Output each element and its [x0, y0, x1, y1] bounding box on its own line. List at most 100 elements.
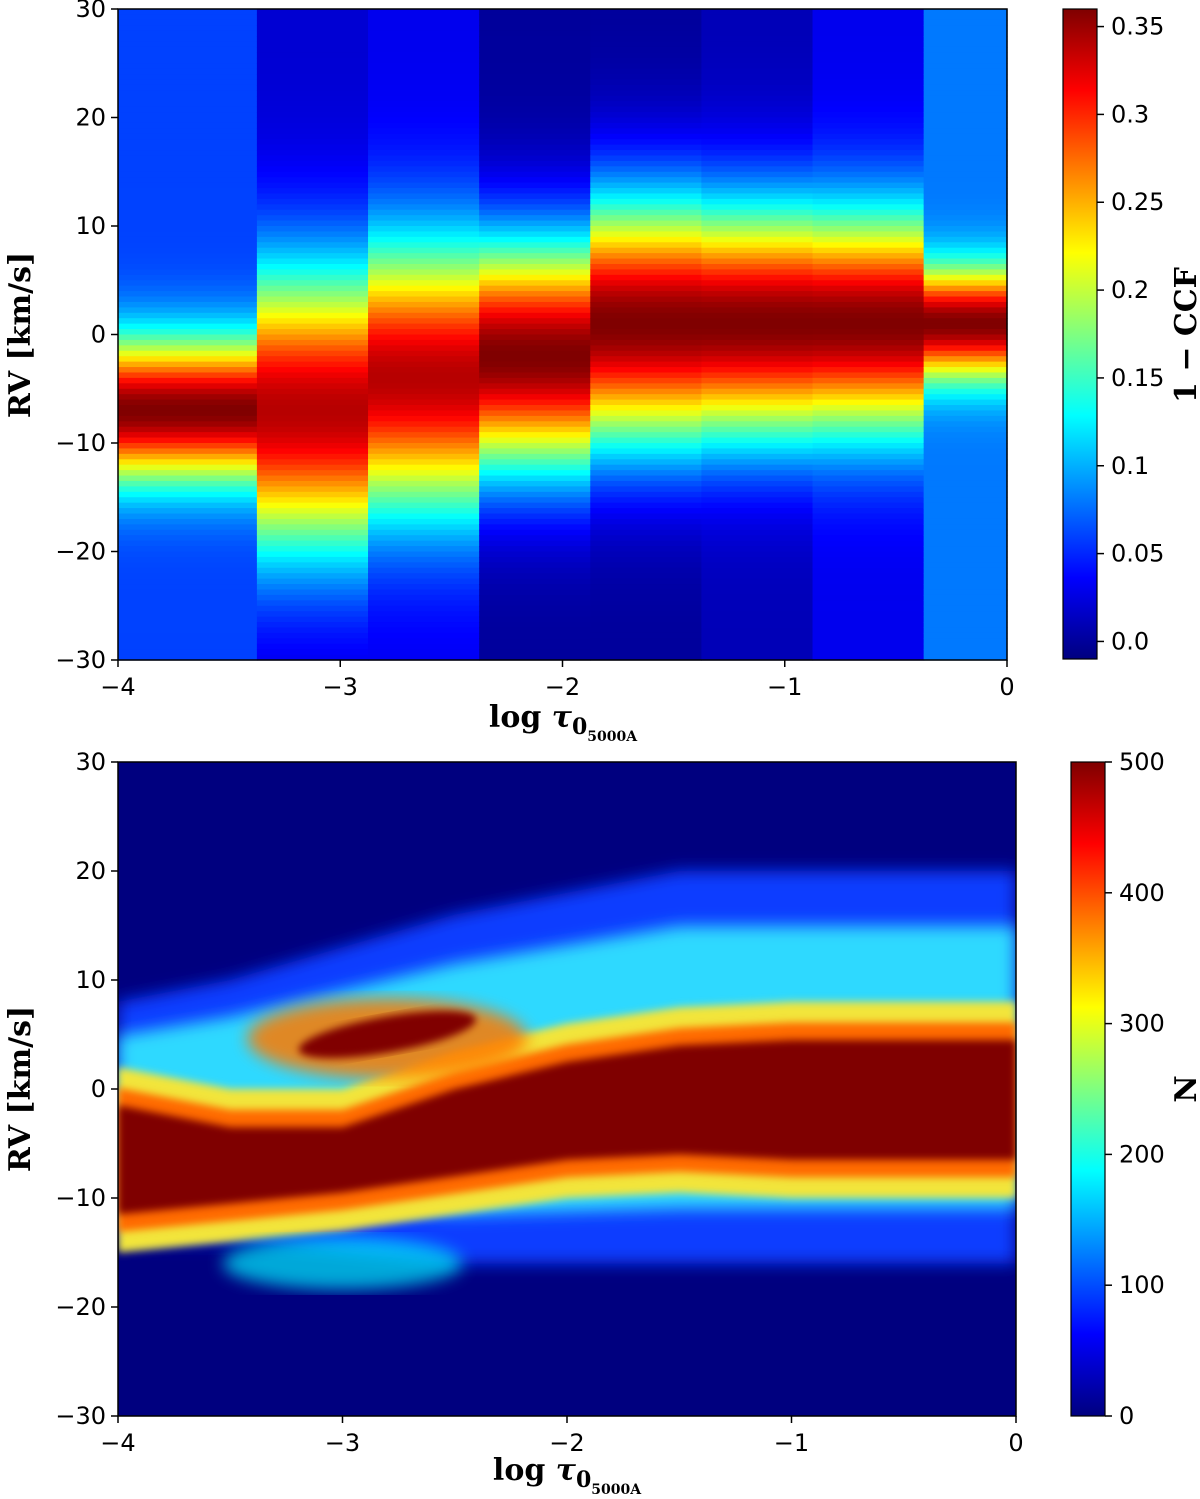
heatmap-cell-col3 — [368, 215, 480, 222]
bottom-colorbar-axis: 0 100 200 300 400 500 — [1105, 748, 1165, 1430]
heatmap-cell-col2 — [256, 139, 369, 146]
heatmap-cell-col6 — [701, 627, 814, 634]
heatmap-cell-col3 — [368, 475, 480, 482]
heatmap-cell-col1 — [118, 405, 258, 412]
heatmap-cell-col3 — [368, 285, 480, 292]
heatmap-cell-col6 — [701, 204, 814, 211]
heatmap-cell-col2 — [256, 622, 369, 629]
heatmap-cell-col6 — [701, 30, 814, 37]
heatmap-cell-col1 — [118, 144, 258, 151]
heatmap-cell-col4 — [479, 388, 591, 395]
heatmap-cell-col2 — [256, 84, 369, 91]
heatmap-cell-col6 — [701, 345, 814, 352]
heatmap-cell-col7 — [812, 198, 925, 205]
heatmap-cell-col2 — [256, 46, 369, 53]
heatmap-cell-col3 — [368, 155, 480, 162]
heatmap-cell-col8 — [923, 155, 1008, 162]
bottom-heatmap-density — [118, 762, 1016, 1416]
heatmap-cell-col4 — [479, 117, 591, 124]
heatmap-cell-col3 — [368, 112, 480, 119]
heatmap-cell-col6 — [701, 605, 814, 612]
heatmap-cell-col3 — [368, 63, 480, 70]
heatmap-cell-col2 — [256, 318, 369, 325]
heatmap-cell-col8 — [923, 377, 1008, 384]
heatmap-cell-col4 — [479, 470, 591, 477]
y-tick-label: −20 — [55, 538, 106, 566]
heatmap-cell-col2 — [256, 204, 369, 211]
heatmap-cell-col2 — [256, 399, 369, 406]
heatmap-cell-col6 — [701, 443, 814, 450]
heatmap-cell-col5 — [590, 508, 703, 515]
heatmap-cell-col8 — [923, 399, 1008, 406]
heatmap-cell-col8 — [923, 226, 1008, 233]
heatmap-cell-col4 — [479, 247, 591, 254]
heatmap-cell-col5 — [590, 46, 703, 53]
heatmap-cell-col3 — [368, 19, 480, 26]
heatmap-cell-col8 — [923, 432, 1008, 439]
heatmap-cell-col8 — [923, 52, 1008, 59]
heatmap-cell-col1 — [118, 410, 258, 417]
heatmap-cell-col3 — [368, 437, 480, 444]
heatmap-cell-col7 — [812, 475, 925, 482]
heatmap-cell-col4 — [479, 562, 591, 569]
heatmap-cell-col3 — [368, 453, 480, 460]
heatmap-cell-col8 — [923, 280, 1008, 287]
heatmap-cell-col3 — [368, 25, 480, 32]
heatmap-cell-col6 — [701, 567, 814, 574]
heatmap-cell-col7 — [812, 193, 925, 200]
heatmap-cell-col1 — [118, 68, 258, 75]
heatmap-cell-col4 — [479, 63, 591, 70]
heatmap-cell-col1 — [118, 204, 258, 211]
heatmap-cell-col5 — [590, 133, 703, 140]
heatmap-cell-col1 — [118, 177, 258, 184]
heatmap-cell-col8 — [923, 470, 1008, 477]
heatmap-cell-col4 — [479, 84, 591, 91]
heatmap-cell-col4 — [479, 464, 591, 471]
heatmap-cell-col7 — [812, 432, 925, 439]
heatmap-cell-col1 — [118, 627, 258, 634]
heatmap-cell-col3 — [368, 301, 480, 308]
heatmap-cell-col8 — [923, 220, 1008, 227]
heatmap-cell-col2 — [256, 74, 369, 81]
heatmap-cell-col4 — [479, 182, 591, 189]
heatmap-cell-col7 — [812, 638, 925, 645]
heatmap-cell-col2 — [256, 638, 369, 645]
heatmap-cell-col1 — [118, 291, 258, 298]
heatmap-cell-col6 — [701, 25, 814, 32]
heatmap-cell-col5 — [590, 654, 703, 661]
heatmap-cell-col7 — [812, 627, 925, 634]
heatmap-cell-col7 — [812, 117, 925, 124]
heatmap-cell-col4 — [479, 139, 591, 146]
heatmap-cell-col8 — [923, 562, 1008, 569]
heatmap-cell-col1 — [118, 182, 258, 189]
heatmap-cell-col6 — [701, 573, 814, 580]
heatmap-cell-col3 — [368, 312, 480, 319]
heatmap-cell-col3 — [368, 562, 480, 569]
heatmap-cell-col2 — [256, 41, 369, 48]
heatmap-cell-col5 — [590, 562, 703, 569]
heatmap-cell-col3 — [368, 41, 480, 48]
heatmap-cell-col1 — [118, 226, 258, 233]
heatmap-cell-col5 — [590, 269, 703, 276]
heatmap-cell-col6 — [701, 117, 814, 124]
heatmap-cell-col4 — [479, 95, 591, 102]
heatmap-cell-col4 — [479, 188, 591, 195]
heatmap-cell-col3 — [368, 9, 480, 16]
heatmap-cell-col2 — [256, 394, 369, 401]
heatmap-cell-col5 — [590, 84, 703, 91]
heatmap-cell-col3 — [368, 14, 480, 21]
heatmap-cell-col4 — [479, 632, 591, 639]
heatmap-cell-col5 — [590, 578, 703, 585]
heatmap-cell-col7 — [812, 280, 925, 287]
heatmap-cell-col1 — [118, 350, 258, 357]
heatmap-cell-col3 — [368, 508, 480, 515]
heatmap-cell-col2 — [256, 307, 369, 314]
heatmap-cell-col7 — [812, 95, 925, 102]
heatmap-cell-col1 — [118, 622, 258, 629]
colorbar-tick-label: 400 — [1119, 879, 1165, 907]
heatmap-cell-col3 — [368, 242, 480, 249]
y-tick-label: −10 — [55, 429, 106, 457]
heatmap-cell-col4 — [479, 19, 591, 26]
heatmap-cell-col2 — [256, 497, 369, 504]
heatmap-cell-col8 — [923, 90, 1008, 97]
